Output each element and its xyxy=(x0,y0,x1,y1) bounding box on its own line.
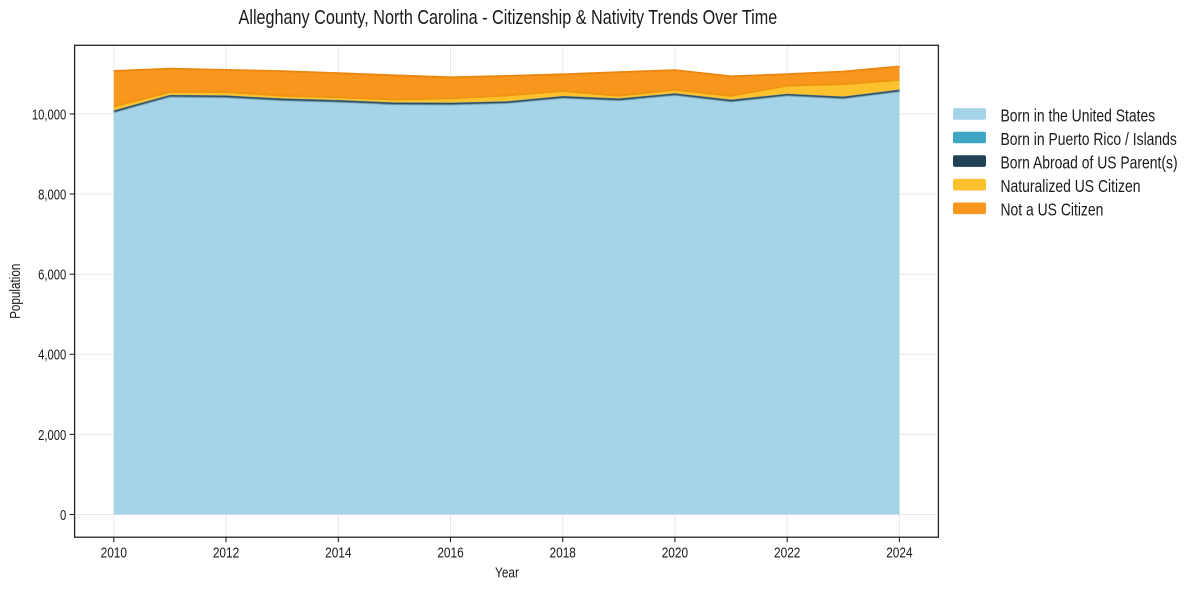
svg-text:2018: 2018 xyxy=(550,544,576,561)
svg-text:Population: Population xyxy=(7,264,24,319)
svg-text:2024: 2024 xyxy=(886,544,913,561)
svg-text:Born in the United States: Born in the United States xyxy=(1001,107,1156,126)
svg-text:Born in Puerto Rico / Islands: Born in Puerto Rico / Islands xyxy=(1001,131,1177,150)
svg-text:8,000: 8,000 xyxy=(38,186,66,203)
svg-text:2012: 2012 xyxy=(213,544,239,561)
svg-text:2014: 2014 xyxy=(325,544,352,561)
svg-text:2010: 2010 xyxy=(101,544,128,561)
svg-text:4,000: 4,000 xyxy=(38,346,66,363)
svg-text:Not a US Citizen: Not a US Citizen xyxy=(1001,201,1104,220)
svg-text:2020: 2020 xyxy=(662,544,689,561)
svg-text:2022: 2022 xyxy=(774,544,800,561)
svg-text:Alleghany County, North Caroli: Alleghany County, North Carolina - Citiz… xyxy=(239,5,778,28)
svg-text:2016: 2016 xyxy=(437,544,463,561)
svg-text:0: 0 xyxy=(60,506,66,523)
svg-text:2,000: 2,000 xyxy=(38,426,66,443)
svg-text:Year: Year xyxy=(495,564,519,581)
svg-text:10,000: 10,000 xyxy=(32,106,66,123)
svg-text:Naturalized US Citizen: Naturalized US Citizen xyxy=(1001,178,1141,197)
svg-text:6,000: 6,000 xyxy=(38,266,66,283)
svg-text:Born Abroad of US Parent(s): Born Abroad of US Parent(s) xyxy=(1001,154,1178,173)
